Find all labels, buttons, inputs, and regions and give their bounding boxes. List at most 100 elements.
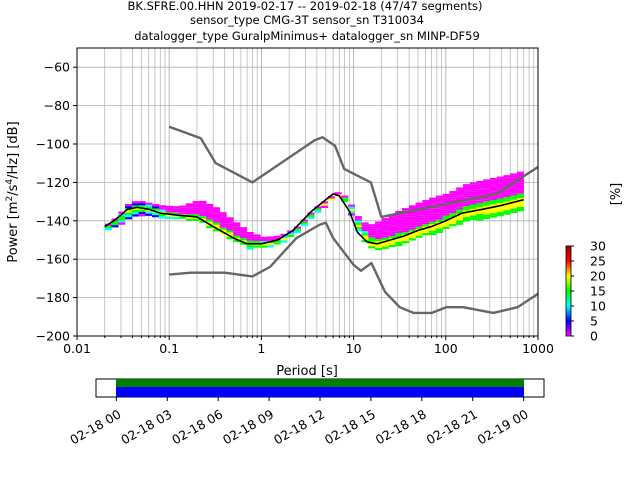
pdf-cell: [348, 206, 356, 209]
pdf-cell: [219, 227, 227, 230]
pdf-cell: [192, 218, 200, 221]
pdf-cell: [476, 194, 484, 197]
pdf-cell: [131, 201, 139, 204]
pdf-cell: [165, 210, 173, 213]
series-nlnm: [169, 221, 539, 315]
pdf-cell: [266, 236, 274, 239]
pdf-cell: [118, 218, 126, 221]
pdf-cell: [476, 213, 484, 217]
pdf-cell: [456, 209, 464, 212]
pdf-cell: [111, 223, 119, 226]
pdf-cell: [375, 223, 383, 226]
pdf-cell: [381, 242, 389, 245]
pdf-cell: [280, 235, 288, 239]
pdf-cell: [172, 217, 180, 220]
pdf-cell: [496, 207, 504, 210]
pdf-cell: [199, 218, 207, 221]
pdf-cell: [199, 216, 207, 219]
pdf-cell: [469, 215, 477, 218]
pdf-cell: [435, 224, 443, 227]
pdf-cell: [462, 184, 470, 187]
pdf-cell: [449, 219, 457, 222]
pdf-cell: [402, 223, 410, 226]
pdf-cell: [381, 231, 389, 234]
pdf-cell: [408, 225, 416, 228]
pdf-cell: [483, 210, 491, 213]
pdf-cell: [489, 180, 497, 183]
x-axis-ticks: 0.01 0.1 1 10 100 1000: [63, 336, 554, 356]
pdf-cell: [273, 242, 281, 245]
pdf-cell: [158, 209, 166, 212]
timeline-tick-label: 02-18 15: [322, 406, 378, 447]
pdf-cell: [138, 211, 146, 215]
pdf-cell: [368, 237, 376, 240]
pdf-cell: [402, 216, 410, 220]
pdf-cell: [449, 213, 457, 216]
pdf-cell: [145, 207, 153, 210]
pdf-cell: [510, 179, 518, 183]
pdf-cell: [354, 216, 362, 219]
pdf-cell: [388, 225, 396, 228]
pdf-cell: [206, 212, 214, 216]
pdf-cell: [503, 199, 511, 202]
pdf-cell: [483, 183, 491, 186]
pdf-cell: [408, 218, 416, 221]
pdf-cell: [516, 195, 525, 199]
pdf-cell: [503, 181, 511, 184]
pdf-cell: [489, 191, 497, 194]
pdf-cell: [320, 201, 329, 204]
pdf-cell: [449, 217, 457, 220]
pdf-cell: [118, 222, 126, 225]
pdf-cell: [246, 240, 254, 243]
pdf-cell: [395, 221, 403, 225]
pdf-cell: [341, 197, 349, 200]
pdf-cell: [199, 209, 207, 212]
pdf-cell: [375, 243, 383, 246]
pdf-cell: [402, 232, 410, 235]
pdf-cell: [422, 217, 430, 220]
pdf-cell: [199, 207, 207, 210]
pdf-cell: [449, 195, 457, 198]
pdf-cell: [145, 211, 153, 214]
pdf-cell: [456, 189, 464, 192]
pdf-cell: [212, 222, 220, 225]
series-nhnm: [168, 125, 539, 219]
pdf-cell: [395, 235, 403, 238]
pdf-cell: [476, 183, 484, 186]
pdf-cell: [469, 193, 477, 196]
pdf-cell: [408, 211, 416, 215]
pdf-cell: [516, 198, 525, 201]
pdf-cell: [185, 214, 193, 217]
pdf-cell: [395, 210, 403, 214]
pdf-cell: [496, 214, 504, 217]
pdf-cell: [192, 214, 200, 217]
pdf-cell: [368, 243, 376, 247]
pdf-cell: [368, 226, 376, 229]
pdf-cell: [239, 227, 247, 230]
pdf-cell: [314, 210, 322, 213]
pdf-cell: [185, 207, 193, 210]
pdf-cell: [469, 204, 477, 207]
pdf-cell: [415, 235, 423, 238]
pdf-cell: [327, 198, 335, 201]
pdf-cell: [125, 210, 133, 213]
pdf-cell: [280, 240, 288, 243]
pdf-cell: [206, 210, 214, 213]
pdf-cell: [442, 200, 450, 203]
pdf-cell: [375, 236, 383, 240]
pdf-cell: [111, 220, 119, 223]
pdf-cell: [476, 187, 484, 190]
pdf-cell: [429, 230, 437, 233]
pdf-cell: [449, 191, 457, 194]
pdf-cell: [489, 202, 497, 205]
pdf-cell: [516, 191, 525, 194]
pdf-cell: [415, 202, 423, 205]
pdf-cell: [158, 214, 166, 217]
pdf-cell: [138, 214, 146, 217]
colorbar-tick-label: 25: [590, 254, 606, 269]
pdf-cell: [395, 243, 403, 247]
pdf-cell: [395, 226, 403, 229]
pdf-cell: [375, 221, 383, 224]
